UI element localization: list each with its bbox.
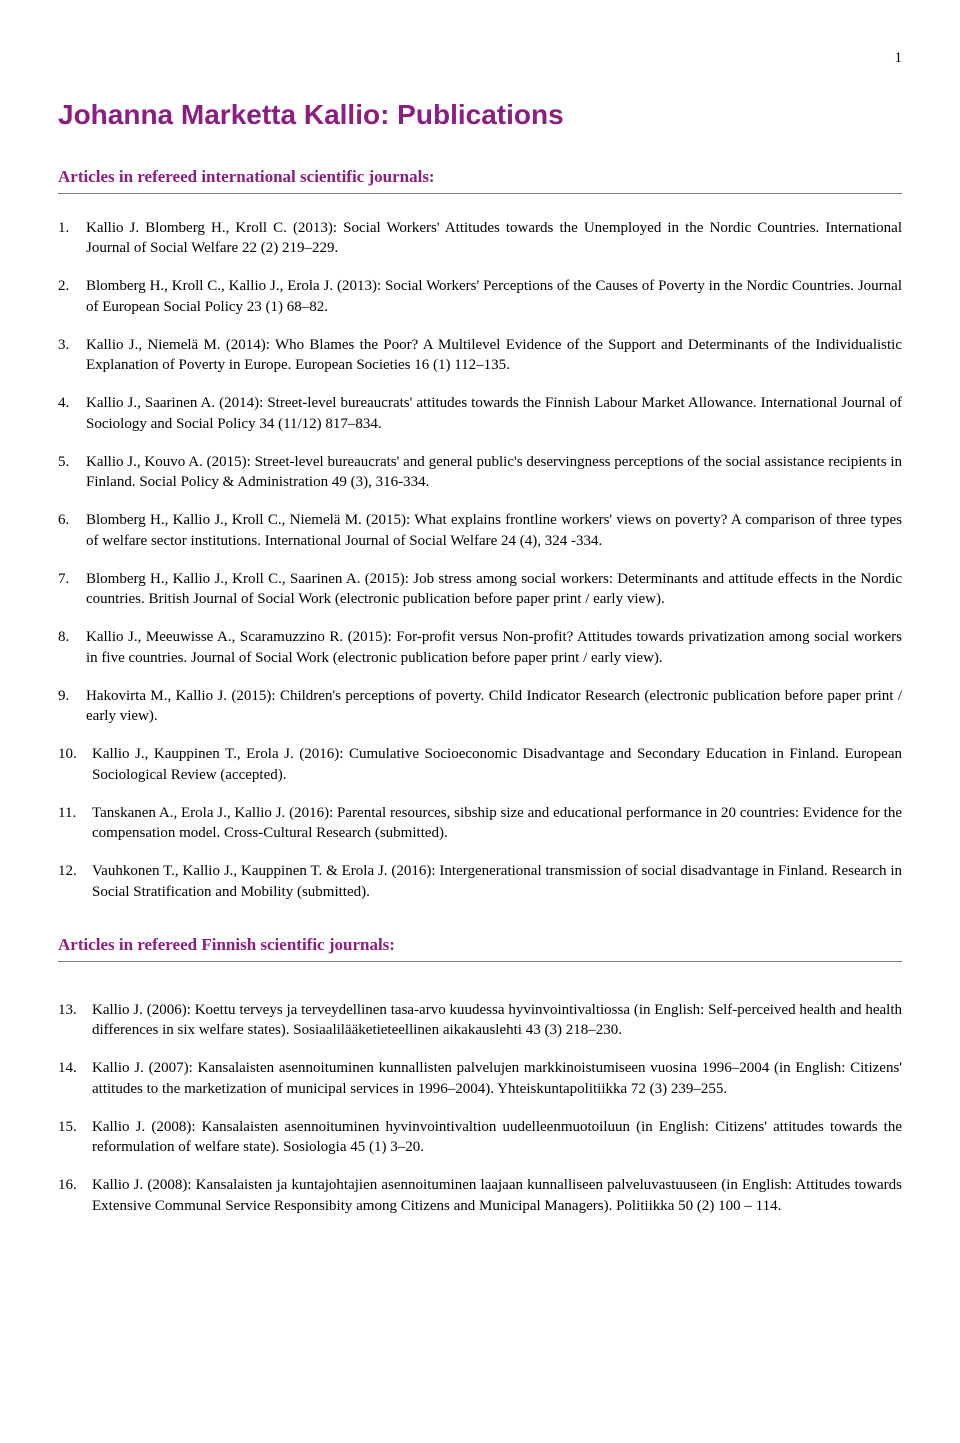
- list-item: 6.Blomberg H., Kallio J., Kroll C., Niem…: [58, 510, 902, 551]
- list-item: 16.Kallio J. (2008): Kansalaisten ja kun…: [58, 1175, 902, 1216]
- item-number: 7.: [58, 569, 86, 610]
- item-text: Kallio J. (2007): Kansalaisten asennoitu…: [92, 1058, 902, 1099]
- section-rule: [58, 961, 902, 962]
- item-number: 15.: [58, 1117, 92, 1158]
- section-title-finnish: Articles in refereed Finnish scientific …: [58, 934, 902, 957]
- list-item: 13.Kallio J. (2006): Koettu terveys ja t…: [58, 1000, 902, 1041]
- item-text: Kallio J., Meeuwisse A., Scaramuzzino R.…: [86, 627, 902, 668]
- item-text: Kallio J. (2008): Kansalaisten ja kuntaj…: [92, 1175, 902, 1216]
- list-item: 3.Kallio J., Niemelä M. (2014): Who Blam…: [58, 335, 902, 376]
- list-item: 7.Blomberg H., Kallio J., Kroll C., Saar…: [58, 569, 902, 610]
- item-text: Hakovirta M., Kallio J. (2015): Children…: [86, 686, 902, 727]
- item-text: Kallio J., Saarinen A. (2014): Street-le…: [86, 393, 902, 434]
- item-number: 4.: [58, 393, 86, 434]
- section-rule: [58, 193, 902, 194]
- item-text: Tanskanen A., Erola J., Kallio J. (2016)…: [92, 803, 902, 844]
- list-item: 8.Kallio J., Meeuwisse A., Scaramuzzino …: [58, 627, 902, 668]
- item-text: Kallio J. Blomberg H., Kroll C. (2013): …: [86, 218, 902, 259]
- list-item: 2.Blomberg H., Kroll C., Kallio J., Erol…: [58, 276, 902, 317]
- item-number: 6.: [58, 510, 86, 551]
- item-number: 12.: [58, 861, 92, 902]
- item-text: Vauhkonen T., Kallio J., Kauppinen T. & …: [92, 861, 902, 902]
- item-text: Blomberg H., Kallio J., Kroll C., Niemel…: [86, 510, 902, 551]
- item-number: 9.: [58, 686, 86, 727]
- item-number: 8.: [58, 627, 86, 668]
- item-text: Blomberg H., Kallio J., Kroll C., Saarin…: [86, 569, 902, 610]
- publication-list-international: 1.Kallio J. Blomberg H., Kroll C. (2013)…: [58, 218, 902, 902]
- page-number: 1: [58, 48, 902, 68]
- item-number: 3.: [58, 335, 86, 376]
- list-item: 11.Tanskanen A., Erola J., Kallio J. (20…: [58, 803, 902, 844]
- item-number: 11.: [58, 803, 92, 844]
- list-item: 14.Kallio J. (2007): Kansalaisten asenno…: [58, 1058, 902, 1099]
- item-number: 14.: [58, 1058, 92, 1099]
- section-finnish: Articles in refereed Finnish scientific …: [58, 934, 902, 1216]
- item-number: 2.: [58, 276, 86, 317]
- list-item: 9.Hakovirta M., Kallio J. (2015): Childr…: [58, 686, 902, 727]
- item-text: Kallio J., Kauppinen T., Erola J. (2016)…: [92, 744, 902, 785]
- item-number: 5.: [58, 452, 86, 493]
- list-item: 1.Kallio J. Blomberg H., Kroll C. (2013)…: [58, 218, 902, 259]
- list-item: 12.Vauhkonen T., Kallio J., Kauppinen T.…: [58, 861, 902, 902]
- list-item: 4.Kallio J., Saarinen A. (2014): Street-…: [58, 393, 902, 434]
- page-title: Johanna Marketta Kallio: Publications: [58, 96, 902, 134]
- item-text: Kallio J., Kouvo A. (2015): Street-level…: [86, 452, 902, 493]
- item-text: Kallio J. (2006): Koettu terveys ja terv…: [92, 1000, 902, 1041]
- section-international: Articles in refereed international scien…: [58, 166, 902, 902]
- list-item: 5.Kallio J., Kouvo A. (2015): Street-lev…: [58, 452, 902, 493]
- list-item: 15.Kallio J. (2008): Kansalaisten asenno…: [58, 1117, 902, 1158]
- item-number: 10.: [58, 744, 92, 785]
- publication-list-finnish: 13.Kallio J. (2006): Koettu terveys ja t…: [58, 1000, 902, 1216]
- item-number: 1.: [58, 218, 86, 259]
- list-item: 10.Kallio J., Kauppinen T., Erola J. (20…: [58, 744, 902, 785]
- item-number: 16.: [58, 1175, 92, 1216]
- item-text: Kallio J., Niemelä M. (2014): Who Blames…: [86, 335, 902, 376]
- item-text: Kallio J. (2008): Kansalaisten asennoitu…: [92, 1117, 902, 1158]
- item-text: Blomberg H., Kroll C., Kallio J., Erola …: [86, 276, 902, 317]
- section-title-international: Articles in refereed international scien…: [58, 166, 902, 189]
- item-number: 13.: [58, 1000, 92, 1041]
